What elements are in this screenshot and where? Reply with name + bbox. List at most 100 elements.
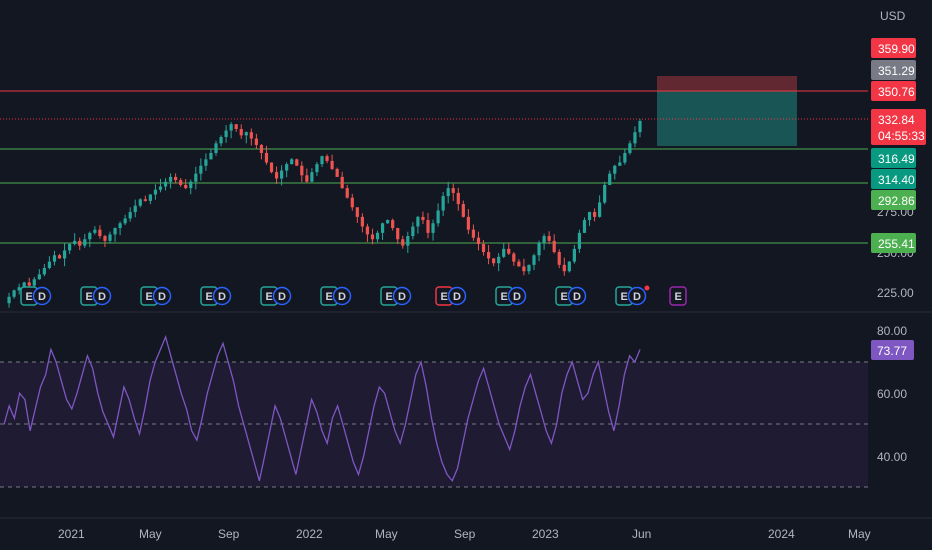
svg-text:314.40: 314.40	[878, 173, 915, 187]
dividend-marker[interactable]: D	[392, 286, 412, 306]
candle-body	[189, 181, 193, 189]
candle-body	[229, 124, 233, 131]
candle-body	[365, 226, 370, 235]
position-tool[interactable]	[657, 76, 797, 146]
candle-body	[517, 261, 521, 267]
svg-text:D: D	[573, 291, 581, 303]
price-label-target: 359.90	[871, 38, 916, 58]
candle-body	[380, 223, 385, 233]
candle-body	[264, 152, 269, 163]
svg-text:D: D	[398, 291, 406, 303]
svg-text:316.49: 316.49	[878, 152, 915, 166]
candle-body	[436, 210, 440, 224]
candle-body	[138, 199, 142, 206]
candle-body	[204, 159, 208, 166]
candle-body	[128, 212, 132, 219]
candle-body	[153, 189, 158, 195]
svg-text:350.76: 350.76	[878, 85, 915, 99]
candle-body	[118, 223, 122, 229]
candle-body	[512, 253, 516, 262]
price-label-level-1: 316.49	[871, 148, 916, 168]
candle-body	[466, 216, 470, 230]
dividend-marker[interactable]: D	[627, 286, 647, 306]
candle-body	[280, 170, 284, 179]
svg-text:E: E	[386, 291, 393, 303]
candle-body	[638, 120, 642, 133]
dividend-marker[interactable]: D	[212, 286, 232, 306]
candle-body	[587, 212, 592, 221]
price-label-last: 332.84 04:55:33	[871, 109, 926, 145]
candle-body	[285, 164, 289, 171]
candle-body	[451, 188, 455, 193]
dividend-marker[interactable]: D	[507, 286, 527, 306]
candle-body	[461, 204, 465, 217]
rsi-tick-40: 40.00	[877, 450, 907, 464]
candle-body	[486, 252, 491, 259]
dividend-marker[interactable]: D	[92, 286, 112, 306]
svg-text:E: E	[26, 291, 33, 303]
candle-body	[446, 188, 450, 197]
svg-text:E: E	[86, 291, 93, 303]
candle-body	[320, 156, 324, 165]
candle-body	[598, 202, 602, 217]
candle-body	[239, 128, 243, 136]
future-earnings-marker[interactable]: E	[669, 286, 687, 306]
svg-text:359.90: 359.90	[878, 42, 915, 56]
candle-body	[567, 261, 571, 272]
svg-text:D: D	[38, 291, 46, 303]
candle-body	[613, 165, 617, 174]
earnings-marker[interactable]: E	[260, 286, 278, 306]
candle-body	[456, 192, 460, 205]
candle-body	[623, 152, 627, 163]
candle-body	[386, 220, 390, 224]
candle-body	[628, 143, 632, 153]
candle-body	[269, 162, 274, 173]
candle-body	[431, 223, 435, 233]
time-tick-may-2024: May	[848, 527, 871, 541]
candle-body	[234, 124, 238, 129]
time-tick-2024: 2024	[768, 527, 795, 541]
dividend-marker[interactable]: D	[272, 286, 292, 306]
candle-body	[618, 162, 622, 166]
candle-body	[315, 164, 319, 173]
candle-body	[406, 236, 410, 246]
price-label-level-4: 255.41	[871, 233, 916, 253]
candle-body	[254, 138, 258, 145]
rsi-value-label: 73.77	[871, 340, 914, 360]
candle-body	[305, 175, 309, 182]
time-tick-2021: 2021	[58, 527, 85, 541]
candle-body	[68, 244, 72, 251]
price-label-level-2: 314.40	[871, 169, 916, 189]
dividend-marker[interactable]: D	[332, 286, 352, 306]
candle-body	[47, 261, 52, 269]
svg-text:D: D	[218, 291, 226, 303]
dividend-marker[interactable]: D	[152, 286, 172, 306]
dividend-marker[interactable]: D	[567, 286, 587, 306]
candle-body	[158, 186, 163, 190]
candle-body	[426, 220, 430, 233]
svg-text:73.77: 73.77	[877, 344, 907, 358]
svg-text:E: E	[326, 291, 333, 303]
svg-text:D: D	[278, 291, 286, 303]
countdown-timer: 04:55:33	[878, 129, 925, 143]
dividend-marker[interactable]: D	[32, 286, 52, 306]
candle-body	[194, 173, 198, 182]
time-tick-2022: 2022	[296, 527, 323, 541]
candle-body	[27, 282, 31, 286]
candle-body	[522, 266, 526, 272]
candle-body	[572, 248, 576, 262]
candle-body	[17, 287, 21, 291]
svg-text:D: D	[633, 291, 641, 303]
candle-body	[375, 232, 380, 240]
candle-body	[471, 229, 476, 238]
candle-body	[537, 242, 541, 256]
candle-body	[592, 212, 597, 217]
candle-body	[441, 196, 445, 211]
candle-body	[502, 248, 506, 257]
dividend-marker[interactable]: D	[447, 286, 467, 306]
candle-body	[78, 240, 82, 246]
candle-body	[608, 173, 612, 185]
candle-body	[57, 255, 62, 259]
